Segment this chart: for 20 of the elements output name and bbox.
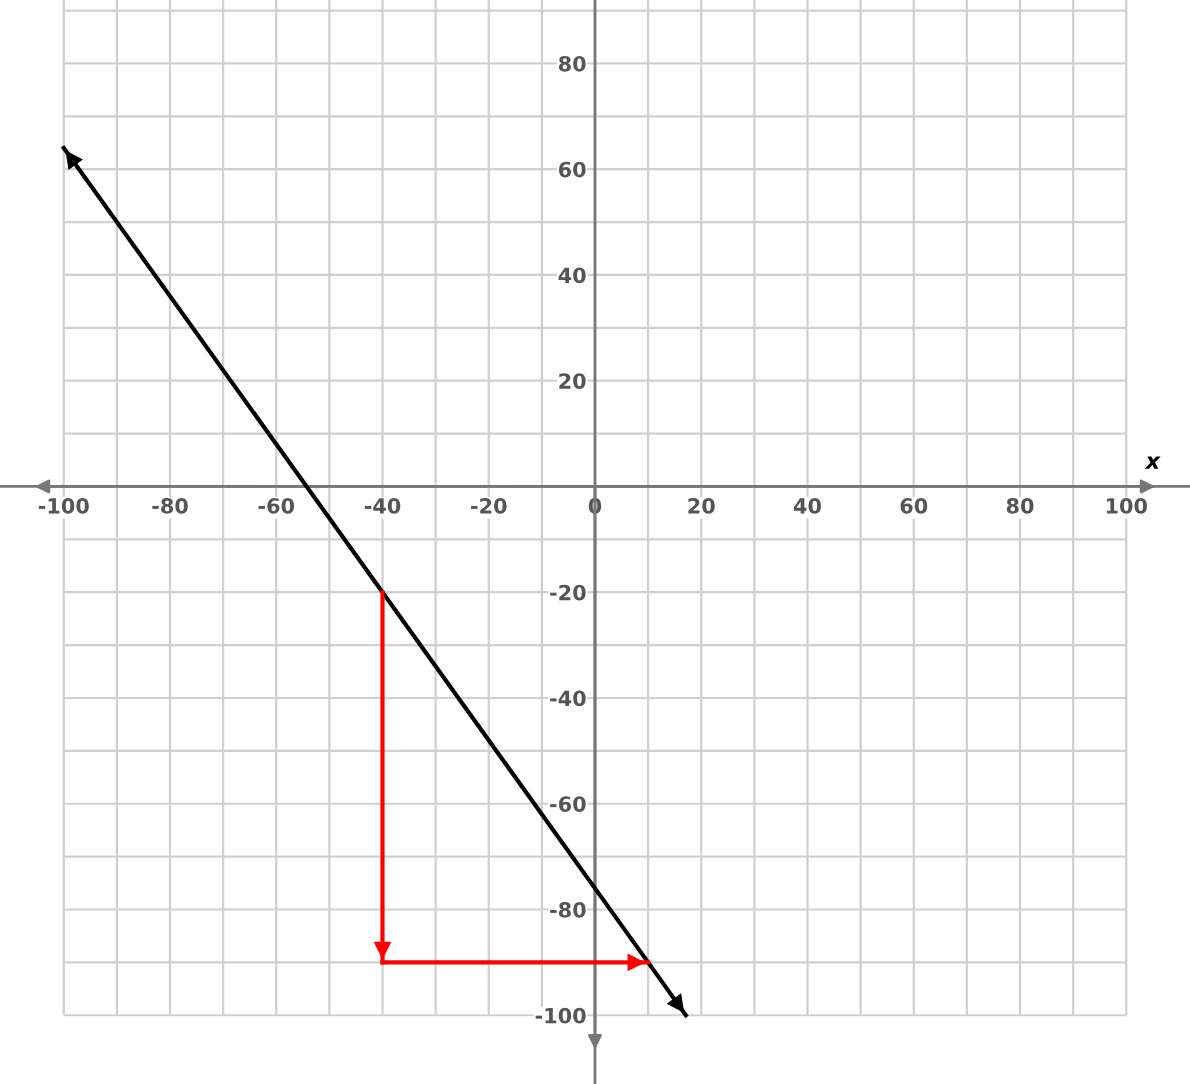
y-tick-label: -100 bbox=[535, 1007, 586, 1024]
x-tick-label: -40 bbox=[364, 497, 401, 514]
y-tick-label: -20 bbox=[550, 584, 586, 601]
x-tick-label: -100 bbox=[38, 497, 89, 514]
x-tick-label: 60 bbox=[900, 497, 928, 514]
y-tick-label: 60 bbox=[558, 161, 586, 178]
x-tick-label: -80 bbox=[152, 497, 188, 514]
x-tick-label: 80 bbox=[1006, 497, 1034, 514]
x-tick-label: 100 bbox=[1106, 497, 1147, 514]
y-tick-label: -80 bbox=[550, 901, 586, 918]
y-tick-label: -60 bbox=[550, 796, 586, 812]
x-axis-title: x bbox=[1144, 456, 1161, 469]
x-tick-label: -60 bbox=[258, 497, 295, 514]
y-tick-label: 80 bbox=[558, 55, 586, 72]
x-tick-label: 20 bbox=[688, 497, 715, 514]
x-tick-label: -20 bbox=[471, 497, 507, 514]
x-tick-label: 40 bbox=[793, 497, 821, 514]
y-tick-label: 40 bbox=[558, 267, 586, 284]
y-tick-label: 20 bbox=[559, 373, 586, 389]
y-tick-label: -40 bbox=[550, 690, 586, 707]
